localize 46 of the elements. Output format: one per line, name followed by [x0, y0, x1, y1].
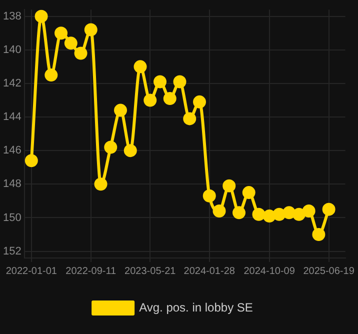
point	[44, 68, 58, 82]
x-tick-label: 2022-09-11	[66, 266, 117, 277]
point	[94, 178, 108, 191]
point	[154, 75, 167, 88]
point	[322, 202, 336, 216]
y-tick-label: 150	[2, 212, 22, 224]
point	[34, 10, 48, 23]
point	[272, 208, 286, 221]
y-tick-label: 152	[2, 245, 22, 258]
point	[104, 140, 118, 154]
y-tick-label: 142	[2, 77, 22, 90]
point	[212, 204, 226, 218]
point	[74, 46, 88, 60]
point	[84, 23, 98, 36]
point	[282, 206, 296, 220]
y-tick-label: 148	[2, 178, 22, 190]
point	[163, 92, 176, 106]
point	[54, 26, 68, 40]
y-tick-label: 146	[2, 144, 22, 157]
point	[114, 104, 128, 117]
point	[242, 186, 256, 200]
point	[144, 94, 157, 107]
x-tick-label: 2025-06-19	[303, 266, 355, 277]
point	[222, 179, 236, 192]
point	[134, 60, 147, 74]
point	[64, 36, 78, 50]
point	[202, 189, 216, 202]
point	[232, 206, 246, 220]
y-tick-label: 138	[2, 10, 22, 22]
y-tick-label: 144	[2, 111, 22, 124]
legend-label: Avg. pos. in lobby SE	[139, 300, 253, 314]
point	[193, 95, 206, 108]
point	[312, 228, 326, 242]
point	[292, 208, 306, 221]
point	[124, 144, 137, 158]
point	[262, 210, 276, 223]
x-tick-label: 2024-01-28	[184, 266, 236, 277]
x-tick-label: 2023-05-21	[124, 266, 176, 277]
point	[302, 204, 316, 218]
x-tick-label: 2022-01-01	[6, 266, 58, 277]
y-tick-label: 140	[2, 44, 22, 56]
x-tick-label: 2024-10-09	[244, 266, 296, 277]
point	[24, 154, 38, 168]
point	[183, 112, 196, 126]
point	[252, 208, 266, 221]
point	[173, 75, 186, 88]
